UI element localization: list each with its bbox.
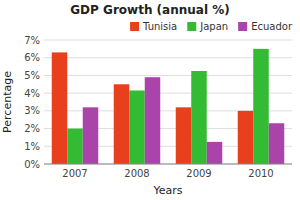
legend-swatch <box>238 22 247 31</box>
y-tick-label: 5% <box>24 70 40 81</box>
y-tick-label: 0% <box>24 159 40 170</box>
bar <box>207 142 223 164</box>
y-tick-label: 6% <box>24 52 40 63</box>
grid-line <box>44 40 292 41</box>
x-tick-label: 2009 <box>186 168 211 179</box>
legend-item: Japan <box>187 21 228 32</box>
legend-swatch <box>187 22 196 31</box>
legend-swatch <box>130 22 139 31</box>
x-axis-label: Years <box>152 184 182 197</box>
bar <box>114 84 130 164</box>
bar <box>83 107 99 164</box>
y-tick-label: 3% <box>24 105 40 116</box>
y-axis-label: Percentage <box>1 71 14 133</box>
legend: Tunisia Japan Ecuador <box>130 21 293 32</box>
x-tick-label: 2008 <box>124 168 149 179</box>
x-tick-label: 2010 <box>248 168 273 179</box>
legend-item: Ecuador <box>238 21 293 32</box>
bar <box>129 90 145 164</box>
bar <box>145 77 161 164</box>
bars <box>52 49 285 164</box>
bar <box>67 129 83 164</box>
bar <box>253 49 269 164</box>
bar <box>52 52 68 164</box>
bar <box>269 123 285 164</box>
x-tick-label: 2007 <box>62 168 87 179</box>
bar <box>191 71 207 164</box>
legend-label: Japan <box>199 21 228 32</box>
y-tick-label: 1% <box>24 141 40 152</box>
title: GDP Growth (annual %) <box>70 3 229 17</box>
y-tick-label: 7% <box>24 35 40 46</box>
grid-line <box>44 164 292 165</box>
bar <box>176 107 192 164</box>
grid <box>44 40 292 164</box>
legend-label: Tunisia <box>142 21 177 32</box>
y-tick-label: 4% <box>24 88 40 99</box>
x-axis-line <box>44 164 292 165</box>
chart: GDP Growth (annual %) 0% 1% 2% 3% 4% 5% 6% 7% 200… <box>0 0 300 200</box>
y-tick-label: 2% <box>24 123 40 134</box>
legend-label: Ecuador <box>251 21 293 32</box>
bar <box>238 111 254 164</box>
legend-item: Tunisia <box>130 21 177 32</box>
